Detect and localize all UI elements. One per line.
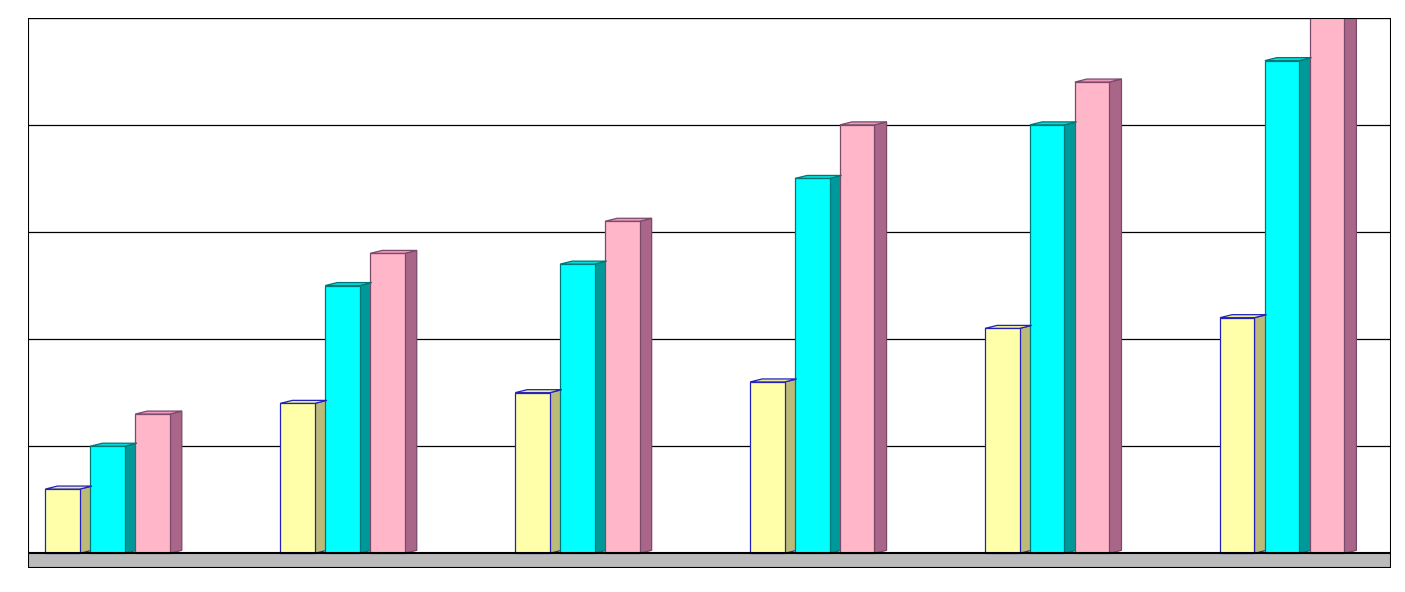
Polygon shape <box>360 282 372 554</box>
Polygon shape <box>516 392 549 554</box>
Polygon shape <box>125 443 136 554</box>
Polygon shape <box>405 250 417 554</box>
Polygon shape <box>985 326 1031 329</box>
Polygon shape <box>840 125 874 554</box>
Polygon shape <box>874 122 887 554</box>
Polygon shape <box>561 261 607 264</box>
Polygon shape <box>516 390 562 392</box>
Polygon shape <box>1020 326 1031 554</box>
Polygon shape <box>1075 82 1110 554</box>
Polygon shape <box>1065 122 1076 554</box>
Polygon shape <box>1300 57 1311 554</box>
Polygon shape <box>45 489 80 554</box>
Polygon shape <box>1345 4 1356 554</box>
Polygon shape <box>80 486 91 554</box>
Polygon shape <box>370 250 417 253</box>
Polygon shape <box>750 379 797 382</box>
Polygon shape <box>1309 7 1345 554</box>
Polygon shape <box>549 390 562 554</box>
Polygon shape <box>315 400 327 554</box>
Polygon shape <box>784 379 797 554</box>
Polygon shape <box>90 443 136 446</box>
Polygon shape <box>750 382 784 554</box>
Polygon shape <box>561 264 594 554</box>
Polygon shape <box>606 221 639 554</box>
Polygon shape <box>1264 57 1311 60</box>
Polygon shape <box>325 282 372 285</box>
Polygon shape <box>1075 79 1121 82</box>
Polygon shape <box>370 253 405 554</box>
Polygon shape <box>280 403 315 554</box>
Polygon shape <box>829 175 842 554</box>
Polygon shape <box>1220 315 1266 318</box>
Polygon shape <box>985 329 1020 554</box>
Polygon shape <box>840 122 887 125</box>
Polygon shape <box>1309 4 1356 7</box>
Polygon shape <box>135 414 170 554</box>
Polygon shape <box>1030 122 1076 125</box>
Polygon shape <box>1255 315 1266 554</box>
Polygon shape <box>170 411 181 554</box>
Polygon shape <box>90 446 125 554</box>
Polygon shape <box>639 218 652 554</box>
Polygon shape <box>1030 125 1065 554</box>
Polygon shape <box>795 178 829 554</box>
Polygon shape <box>1264 60 1300 554</box>
Polygon shape <box>1110 79 1121 554</box>
Polygon shape <box>606 218 652 221</box>
Polygon shape <box>135 411 181 414</box>
Polygon shape <box>1220 318 1255 554</box>
Polygon shape <box>594 261 607 554</box>
Polygon shape <box>325 285 360 554</box>
Polygon shape <box>795 175 842 178</box>
Polygon shape <box>280 400 327 403</box>
Polygon shape <box>45 486 91 489</box>
